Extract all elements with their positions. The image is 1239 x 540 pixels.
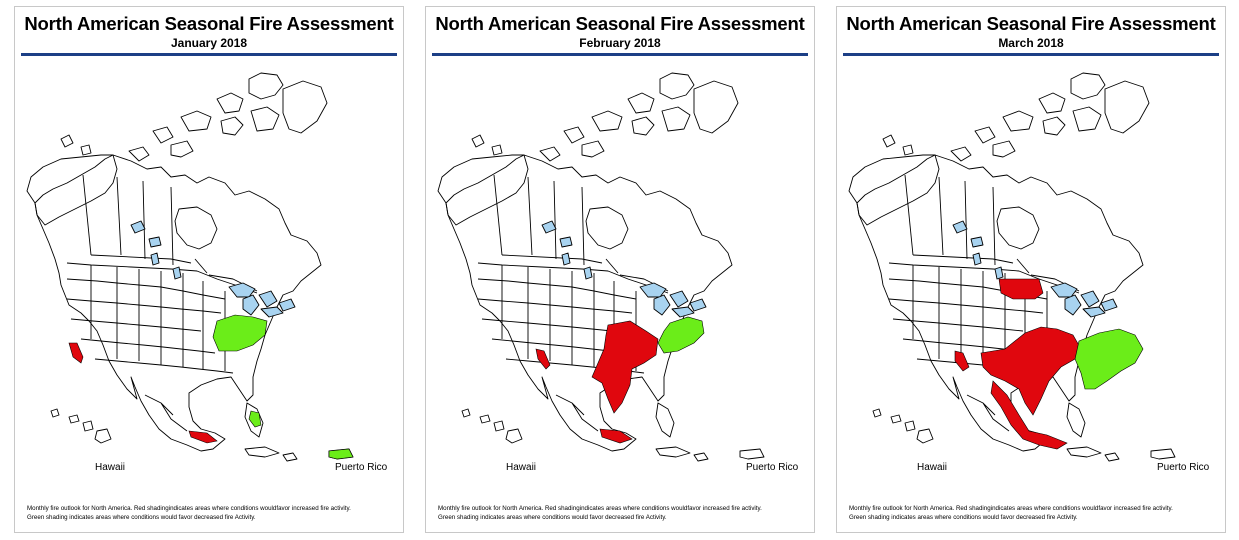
above-normal-california: [535, 348, 551, 370]
below-normal-ohio-valley: [657, 316, 705, 354]
above-normal-south-mexico: [599, 428, 633, 444]
fire-outlook-map: [437, 72, 765, 462]
caption-line-2: Green shading indicates areas where cond…: [849, 513, 1078, 521]
panel-january: North American Seasonal Fire Assessment …: [14, 6, 404, 533]
below-normal-ohio-valley: [212, 314, 268, 352]
fire-outlook-map: [26, 72, 354, 462]
panel-title: North American Seasonal Fire Assessment: [24, 13, 394, 34]
caption-line-1: Monthly fire outlook for North America. …: [438, 505, 762, 512]
title-rule: [21, 53, 397, 56]
map-caption: Monthly fire outlook for North America. …: [438, 505, 808, 522]
fire-outlook-map: [848, 72, 1176, 462]
caption-line-2: Green shading indicates areas where cond…: [27, 513, 256, 521]
above-normal-south-mexico: [188, 430, 218, 444]
above-normal-southwest-plains: [980, 326, 1082, 416]
below-normal-florida: [248, 410, 262, 428]
below-normal-puerto-rico: [328, 448, 354, 460]
caption-line-2: Green shading indicates areas where cond…: [438, 513, 667, 521]
title-rule: [432, 53, 808, 56]
hawaii-label: Hawaii: [95, 462, 126, 473]
caption-line-1: Monthly fire outlook for North America. …: [27, 505, 351, 512]
below-normal-southeast-us: [1074, 328, 1144, 390]
hawaii-label: Hawaii: [917, 462, 948, 473]
above-normal-california: [68, 342, 84, 364]
above-normal-southern-plains: [591, 320, 659, 414]
caption-line-1: Monthly fire outlook for North America. …: [849, 505, 1173, 512]
puerto-rico-label: Puerto Rico: [1157, 462, 1210, 473]
map-caption: Monthly fire outlook for North America. …: [27, 505, 397, 522]
above-normal-canadian-prairies: [998, 278, 1044, 300]
panel-title: North American Seasonal Fire Assessment: [846, 13, 1216, 34]
panel-month: January 2018: [170, 36, 248, 50]
map-caption: Monthly fire outlook for North America. …: [849, 505, 1219, 522]
above-normal-mexico: [990, 380, 1068, 450]
title-rule: [843, 53, 1219, 56]
panel-february: North American Seasonal Fire Assessment …: [425, 6, 815, 533]
puerto-rico-label: Puerto Rico: [335, 462, 388, 473]
panel-month: March 2018: [998, 36, 1064, 50]
hawaii-label: Hawaii: [506, 462, 537, 473]
above-normal-california: [954, 350, 970, 372]
puerto-rico-label: Puerto Rico: [746, 462, 799, 473]
panel-march: North American Seasonal Fire Assessment …: [836, 6, 1226, 533]
panel-month: February 2018: [579, 36, 661, 50]
panel-title: North American Seasonal Fire Assessment: [435, 13, 805, 34]
